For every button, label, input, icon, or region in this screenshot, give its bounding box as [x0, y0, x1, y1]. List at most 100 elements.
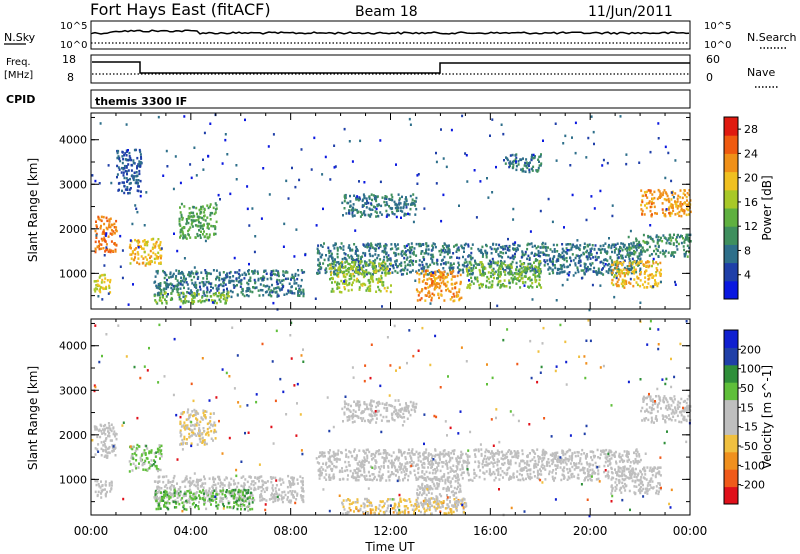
data-cell — [118, 181, 121, 185]
data-cell — [478, 263, 481, 266]
nave-tick-top: 60 — [706, 53, 720, 66]
data-cell — [110, 429, 113, 433]
data-cell — [649, 209, 652, 213]
data-cell — [459, 268, 462, 272]
data-cell — [579, 264, 582, 267]
data-cell — [164, 273, 167, 276]
data-cell — [590, 253, 593, 256]
data-cell — [277, 272, 280, 275]
data-cell — [214, 498, 217, 502]
data-cell — [221, 482, 224, 485]
noise-cell — [475, 216, 478, 219]
data-cell — [102, 444, 105, 447]
data-cell — [264, 481, 267, 484]
data-cell — [365, 263, 368, 267]
data-cell — [212, 477, 214, 481]
data-cell — [103, 273, 106, 277]
data-cell — [128, 460, 131, 463]
data-cell — [113, 430, 116, 433]
data-cell — [108, 286, 111, 290]
data-cell — [503, 260, 506, 263]
noise-cell — [665, 208, 668, 211]
data-cell — [603, 248, 606, 251]
colorbar-segment — [724, 280, 738, 300]
data-cell — [506, 248, 509, 252]
data-cell — [289, 499, 291, 502]
data-cell — [209, 272, 212, 276]
data-cell — [537, 158, 540, 161]
data-cell — [176, 496, 179, 499]
data-cell — [431, 292, 434, 296]
noise-cell — [625, 153, 628, 156]
data-cell — [112, 230, 115, 233]
data-cell — [406, 256, 409, 259]
data-cell — [360, 283, 363, 286]
data-cell — [121, 161, 124, 165]
data-cell — [479, 273, 482, 276]
data-cell — [441, 277, 444, 280]
data-cell — [419, 298, 422, 302]
data-cell — [200, 478, 203, 482]
data-cell — [537, 251, 540, 255]
data-cell — [518, 273, 521, 277]
data-cell — [452, 266, 455, 269]
data-cell — [375, 198, 377, 201]
data-cell — [230, 279, 233, 283]
data-cell — [223, 505, 225, 508]
data-cell — [280, 494, 283, 497]
data-cell — [104, 449, 107, 452]
data-cell — [155, 286, 158, 289]
data-cell — [200, 230, 202, 233]
data-cell — [135, 453, 138, 457]
data-cell — [619, 268, 622, 272]
data-cell — [532, 273, 535, 276]
data-cell — [537, 249, 540, 253]
data-cell — [165, 495, 168, 499]
data-cell — [455, 294, 458, 297]
data-cell — [297, 284, 300, 287]
data-cell — [379, 245, 381, 248]
data-cell — [173, 287, 176, 290]
data-cell — [560, 266, 563, 269]
data-cell — [333, 272, 336, 276]
data-cell — [164, 492, 167, 495]
data-cell — [683, 252, 686, 256]
data-cell — [205, 298, 208, 302]
data-cell — [122, 171, 125, 174]
data-cell — [154, 455, 157, 458]
data-cell — [101, 278, 104, 282]
data-cell — [399, 206, 402, 209]
data-cell — [678, 210, 681, 214]
data-cell — [531, 269, 534, 272]
data-cell — [651, 276, 654, 279]
data-cell — [100, 454, 103, 457]
noise-cell — [489, 134, 491, 137]
data-cell — [357, 263, 360, 266]
data-cell — [184, 301, 187, 304]
data-cell — [341, 201, 344, 205]
freq-label: Freq. — [6, 57, 31, 68]
data-cell — [128, 151, 131, 155]
data-cell — [533, 254, 536, 257]
data-cell — [170, 275, 172, 279]
data-cell — [183, 500, 186, 504]
data-cell — [183, 435, 186, 439]
data-cell — [204, 416, 207, 419]
data-cell — [179, 234, 182, 237]
data-cell — [282, 496, 285, 499]
data-cell — [215, 287, 218, 290]
noise-cell — [293, 255, 296, 258]
data-cell — [214, 227, 217, 231]
noise-cell — [674, 283, 677, 286]
noise-cell — [174, 155, 177, 158]
data-cell — [523, 164, 526, 167]
data-cell — [98, 289, 101, 292]
noise-cell — [298, 178, 301, 182]
data-cell — [203, 439, 206, 442]
data-cell — [626, 253, 629, 256]
data-cell — [403, 214, 406, 217]
data-cell — [279, 289, 282, 292]
data-cell — [561, 264, 564, 268]
data-cell — [131, 453, 134, 456]
